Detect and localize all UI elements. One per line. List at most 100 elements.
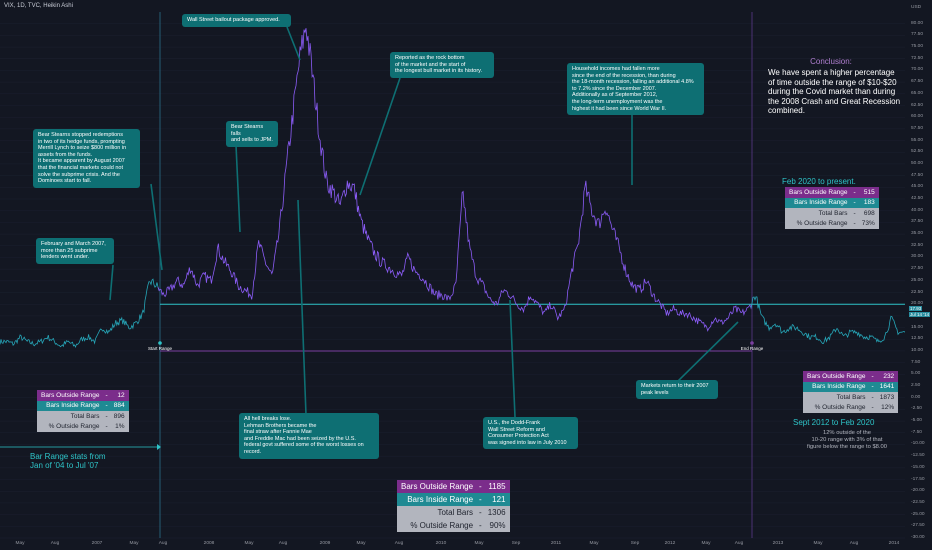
y-tick-label: 20.00 xyxy=(911,301,924,307)
sep2012-note: 12% outside of the 10-20 range with 3% o… xyxy=(807,430,887,450)
x-tick-label: May xyxy=(15,541,25,546)
last-price-tag: 17.93 xyxy=(909,306,923,311)
y-tick-label: 67.50 xyxy=(911,79,924,85)
x-tick-label: 2014 xyxy=(888,541,900,546)
stats-table-sep2012: Bars Outside Range -232 Bars Inside Range… xyxy=(803,371,899,413)
price-line-pre-range xyxy=(0,278,160,349)
y-tick-label: 50.00 xyxy=(911,160,924,166)
jan04-caption: Bar Range stats from Jan of '04 to Jul '… xyxy=(30,452,106,470)
callout-dodd-frank: U.S., the Dodd-Frank Wall Street Reform … xyxy=(483,417,578,450)
callout-pointers xyxy=(109,26,739,418)
x-tick-label: Sep xyxy=(511,541,521,546)
stats-table-crisis: Bars Outside Range -1185 Bars Inside Rang… xyxy=(397,480,510,532)
x-tick-label: 2013 xyxy=(772,541,784,546)
x-tick-label: May xyxy=(813,541,823,546)
y-tick-label: -5.00 xyxy=(911,418,922,424)
y-tick-label: 27.50 xyxy=(911,266,924,272)
y-tick-label: -17.50 xyxy=(911,476,925,482)
y-tick-label: 42.50 xyxy=(911,196,924,202)
y-tick-label: 65.00 xyxy=(911,90,924,96)
x-tick-label: 2008 xyxy=(203,541,215,546)
x-tick-label: 2011 xyxy=(550,541,562,546)
y-tick-label: 60.00 xyxy=(911,114,924,120)
y-tick-label: 0.00 xyxy=(911,394,921,400)
y-tick-label: 32.50 xyxy=(911,242,924,248)
feb2020-heading: Feb 2020 to present. xyxy=(782,177,856,186)
y-tick-label: -2.50 xyxy=(911,406,922,412)
y-tick-label: 57.50 xyxy=(911,125,924,131)
y-tick-label: 77.50 xyxy=(911,32,924,38)
conclusion-body: We have spent a higher percentage of tim… xyxy=(768,68,901,116)
x-tick-label: Aug xyxy=(849,541,859,546)
x-tick-label: Sep xyxy=(630,541,640,546)
y-tick-label: -7.50 xyxy=(911,429,922,435)
y-tick-label: 37.50 xyxy=(911,219,924,225)
callout-subprime: February and March 2007, more than 25 su… xyxy=(36,238,114,264)
stats-table-feb2020: Bars Outside Range -515 Bars Inside Range… xyxy=(785,187,879,229)
x-tick-label: 2010 xyxy=(435,541,447,546)
sep2012-caption: Sept 2012 to Feb 2020 xyxy=(793,418,875,427)
range-arrow-head xyxy=(157,444,161,450)
x-tick-label: Aug xyxy=(278,541,288,546)
price-scale-background xyxy=(905,0,932,550)
price-line-post-range xyxy=(750,296,906,345)
y-tick-label: 72.50 xyxy=(911,55,924,61)
callout-lehman: All hell breaks lose. Lehman Brothers be… xyxy=(239,413,379,459)
price-line xyxy=(157,28,753,332)
y-tick-label: 47.50 xyxy=(911,172,924,178)
y-tick-label: 52.50 xyxy=(911,149,924,155)
x-tick-label: May xyxy=(701,541,711,546)
y-tick-label: -12.50 xyxy=(911,453,925,459)
x-tick-label: May xyxy=(356,541,366,546)
x-tick-label: May xyxy=(129,541,139,546)
y-tick-label: -20.00 xyxy=(911,488,925,494)
y-tick-label: 45.00 xyxy=(911,184,924,190)
start-range-label: Start Range xyxy=(147,346,173,351)
y-tick-label: 22.50 xyxy=(911,289,924,295)
x-tick-label: May xyxy=(589,541,599,546)
callout-rock-bottom: Reported as the rock bottom of the marke… xyxy=(390,52,494,78)
y-tick-label: 10.00 xyxy=(911,347,924,353)
y-tick-label: 25.00 xyxy=(911,277,924,283)
y-tick-label: 30.00 xyxy=(911,254,924,260)
y-tick-label: 35.00 xyxy=(911,231,924,237)
currency-label: USD xyxy=(911,5,922,10)
callout-peak-levels: Markets return to their 2007 peak levels xyxy=(636,380,718,400)
y-tick-label: 5.00 xyxy=(911,371,921,377)
y-tick-label: -22.50 xyxy=(911,499,925,505)
callout-bear-stearns-funds: Bear Stearns stopped redemptions in two … xyxy=(33,129,140,188)
y-tick-label: 55.00 xyxy=(911,137,924,143)
x-tick-label: 2012 xyxy=(664,541,676,546)
x-tick-label: Aug xyxy=(394,541,404,546)
y-tick-label: 15.00 xyxy=(911,324,924,330)
symbol-header: VIX, 1D, TVC, Heikin Ashi xyxy=(4,3,73,9)
y-tick-label: -10.00 xyxy=(911,441,925,447)
y-tick-label: -25.00 xyxy=(911,511,925,517)
x-tick-label: Aug xyxy=(734,541,744,546)
y-tick-label: 40.00 xyxy=(911,207,924,213)
y-tick-label: 80.00 xyxy=(911,20,924,26)
start-range-dot xyxy=(158,341,162,345)
x-tick-label: May xyxy=(244,541,254,546)
callout-bear-stearns-falls: Bear Stearns falls and sells to JPM. xyxy=(226,121,278,147)
stats-table-jan04: Bars Outside Range -12 Bars Inside Range -… xyxy=(37,390,129,432)
callout-bailout: Wall Street bailout package approved. xyxy=(182,14,291,27)
y-tick-label: 2.50 xyxy=(911,383,921,389)
callout-household: Household incomes had fallen more since … xyxy=(567,63,704,116)
x-tick-label: 2009 xyxy=(319,541,331,546)
end-range-label: End Range xyxy=(740,346,764,351)
y-tick-label: -27.50 xyxy=(911,523,925,529)
y-tick-label: 7.50 xyxy=(911,359,921,365)
y-tick-label: 75.00 xyxy=(911,44,924,50)
y-tick-label: 62.50 xyxy=(911,102,924,108)
y-tick-label: 70.00 xyxy=(911,67,924,73)
date-tag: Jul 14 '14 xyxy=(909,312,931,317)
x-tick-label: May xyxy=(474,541,484,546)
x-tick-label: 2007 xyxy=(91,541,103,546)
x-tick-label: Aug xyxy=(50,541,60,546)
x-tick-label: Aug xyxy=(158,541,168,546)
conclusion-title: Conclusion: xyxy=(810,57,852,66)
y-tick-label: -30.00 xyxy=(911,535,925,540)
end-range-dot xyxy=(750,341,754,345)
